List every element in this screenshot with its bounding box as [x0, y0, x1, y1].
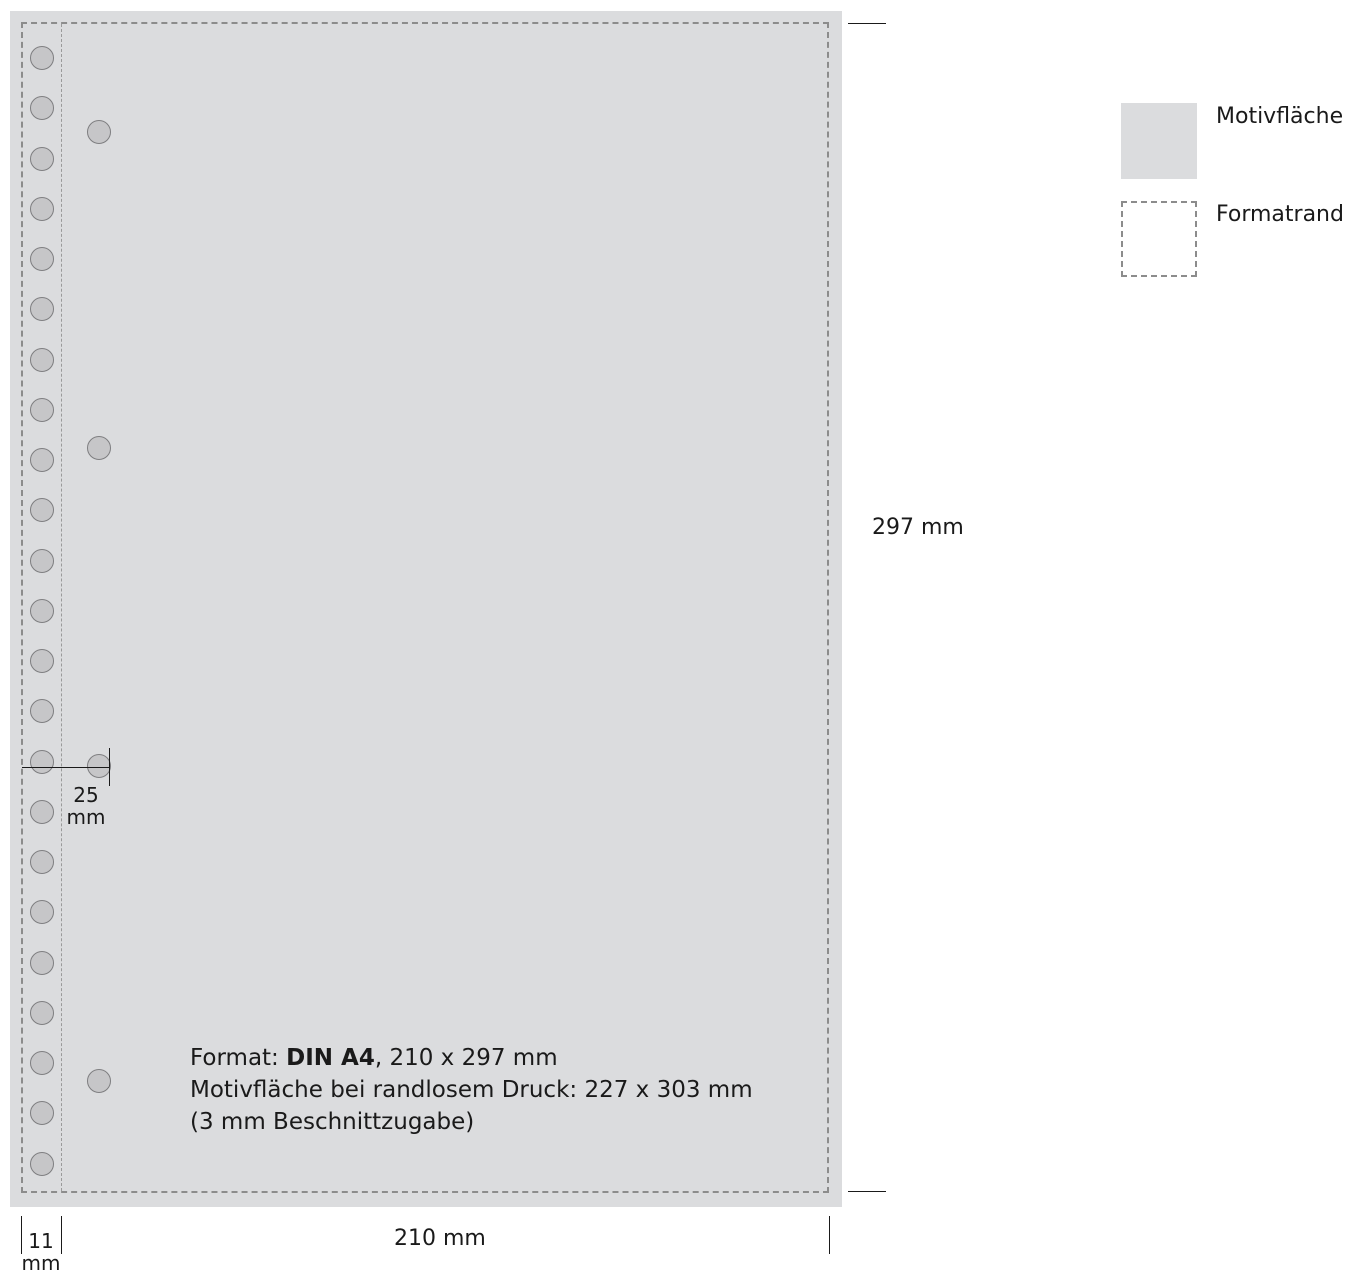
- perforation-hole: [30, 347, 54, 372]
- legend-edge-label: Formatrand: [1216, 202, 1344, 227]
- perforation-strip-line: [61, 24, 62, 1191]
- perforation-hole: [30, 1000, 54, 1025]
- width-tick-left: [21, 1216, 22, 1254]
- perforation-hole: [30, 598, 54, 623]
- height-tick-top: [848, 23, 886, 24]
- perforation-hole: [30, 749, 54, 774]
- perforation-hole: [30, 699, 54, 724]
- perforation-hole: [30, 96, 54, 121]
- height-tick-bottom: [848, 1191, 886, 1192]
- perforation-hole: [30, 950, 54, 975]
- strip-tick-right: [61, 1216, 62, 1254]
- perforation-hole: [30, 46, 54, 70]
- height-label: 297 mm: [872, 515, 964, 540]
- legend-motif-label: Motivfläche: [1216, 104, 1344, 129]
- hole-offset-label: 25 mm: [62, 784, 110, 828]
- perforation-hole: [30, 448, 54, 472]
- width-tick-right: [829, 1216, 830, 1254]
- format-info: Format: DIN A4, 210 x 297 mm Motivfläche…: [190, 1042, 753, 1138]
- bleed-area-line: Motivfläche bei randlosem Druck: 227 x 3…: [190, 1077, 753, 1103]
- perforation-hole: [30, 850, 54, 874]
- perforation-hole: [30, 548, 54, 573]
- perforation-hole: [30, 1151, 54, 1176]
- format-prefix: Format:: [190, 1045, 287, 1071]
- hole-offset-value: 25: [73, 783, 99, 807]
- perforation-hole: [30, 146, 54, 171]
- motif-area: [10, 11, 842, 1207]
- perforation-hole: [30, 498, 54, 523]
- binder-hole: [87, 120, 111, 144]
- perforation-hole: [30, 247, 54, 271]
- format-name: DIN A4: [286, 1045, 375, 1071]
- perforation-hole: [30, 397, 54, 422]
- strip-width-unit: mm: [21, 1251, 61, 1275]
- legend-motif-swatch: [1121, 103, 1197, 179]
- strip-width-label: 11 mm: [20, 1230, 62, 1274]
- hole-offset-unit: mm: [66, 805, 106, 829]
- perforation-hole: [30, 900, 54, 925]
- bleed-note-line: (3 mm Beschnittzugabe): [190, 1109, 475, 1135]
- binder-hole: [87, 436, 111, 460]
- perforation-hole: [30, 649, 54, 673]
- perforation-hole: [30, 799, 54, 824]
- legend-edge-swatch: [1121, 201, 1197, 277]
- format-edge: [21, 22, 829, 1193]
- perforation-hole: [30, 297, 54, 322]
- perforation-hole: [30, 196, 54, 221]
- perforation-hole: [30, 1051, 54, 1075]
- binder-hole: [87, 754, 111, 778]
- perforation-hole: [30, 1101, 54, 1126]
- strip-width-value: 11: [28, 1229, 54, 1253]
- hole-offset-tick: [109, 748, 110, 786]
- format-line: Format: DIN A4, 210 x 297 mm: [190, 1042, 753, 1074]
- width-label: 210 mm: [394, 1226, 486, 1251]
- format-size: , 210 x 297 mm: [374, 1045, 558, 1071]
- hole-offset-line: [22, 767, 110, 768]
- binder-hole: [87, 1069, 111, 1093]
